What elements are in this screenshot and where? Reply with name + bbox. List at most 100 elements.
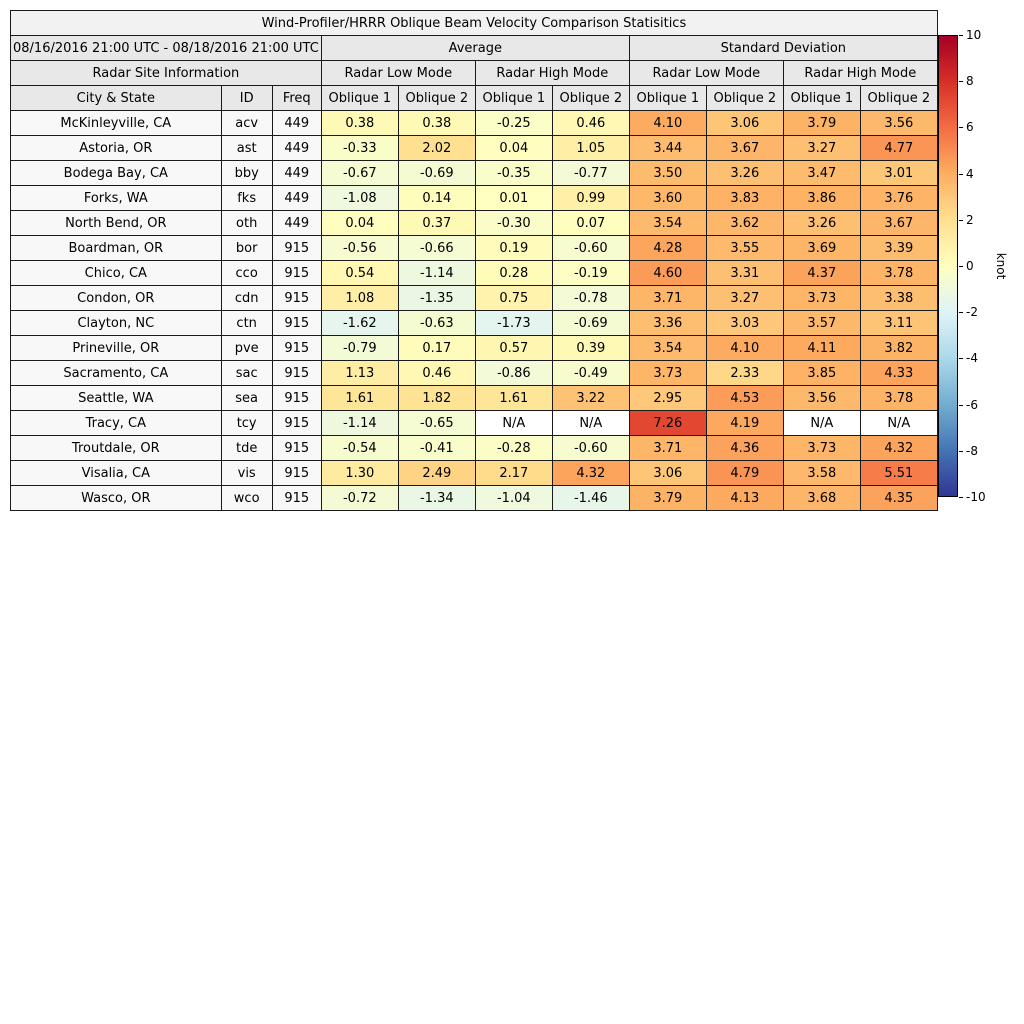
value-cell: 4.11 [782, 335, 861, 361]
freq-cell: 915 [271, 285, 322, 311]
colorbar-tickmark [959, 450, 963, 452]
value-cell: 3.50 [628, 160, 707, 186]
value-cell: N/A [551, 410, 630, 436]
value-cell: 3.85 [782, 360, 861, 386]
title-row: Wind-Profiler/HRRR Oblique Beam Velocity… [10, 10, 938, 36]
value-cell: -0.30 [474, 210, 553, 236]
value-cell: 0.19 [474, 235, 553, 261]
value-cell: -1.73 [474, 310, 553, 336]
value-cell: 3.31 [705, 260, 784, 286]
city-cell: Wasco, OR [10, 485, 222, 511]
value-cell: -0.35 [474, 160, 553, 186]
value-cell: 3.68 [782, 485, 861, 511]
value-cell: 3.11 [859, 310, 938, 336]
value-cell: -0.86 [474, 360, 553, 386]
value-cell: 4.10 [705, 335, 784, 361]
value-cell: -1.14 [320, 410, 399, 436]
value-cell: 3.76 [859, 185, 938, 211]
value-cell: 4.28 [628, 235, 707, 261]
table-row: McKinleyville, CA acv 449 0.38 0.38 -0.25 0.46… [10, 110, 938, 136]
colorbar-tickmark [959, 312, 963, 314]
table-row: Clayton, NC ctn 915 -1.62 -0.63 -1.73 -0.69 3.3… [10, 310, 938, 336]
colorbar-tick-label: -4 [966, 351, 978, 366]
value-cell: 3.44 [628, 135, 707, 161]
value-cell: 3.60 [628, 185, 707, 211]
col-header-std-high-oblique1: Oblique 1 [782, 85, 861, 111]
value-cell: 3.54 [628, 210, 707, 236]
freq-cell: 449 [271, 160, 322, 186]
colorbar-tick-label: -8 [966, 443, 978, 458]
site-id-cell: sea [220, 385, 273, 411]
value-cell: 3.79 [628, 485, 707, 511]
value-cell: 0.17 [397, 335, 476, 361]
value-cell: -1.08 [320, 185, 399, 211]
value-cell: 4.33 [859, 360, 938, 386]
freq-cell: 915 [271, 310, 322, 336]
value-cell: -1.04 [474, 485, 553, 511]
value-cell: 4.32 [859, 435, 938, 461]
col-header-avg-low-oblique1: Oblique 1 [320, 85, 399, 111]
table-row: Astoria, OR ast 449 -0.33 2.02 0.04 1.05 3.44 3.… [10, 135, 938, 161]
site-id-cell: bor [220, 235, 273, 261]
value-cell: 1.82 [397, 385, 476, 411]
value-cell: -0.69 [397, 160, 476, 186]
colorbar-tick-label: -6 [966, 397, 978, 412]
value-cell: 4.53 [705, 385, 784, 411]
value-cell: 3.71 [628, 435, 707, 461]
colorbar-tick-label: 0 [966, 259, 974, 273]
value-cell: 0.37 [397, 210, 476, 236]
value-cell: 3.78 [859, 260, 938, 286]
city-cell: Visalia, CA [10, 460, 222, 486]
colorbar-tickmark [959, 358, 963, 360]
value-cell: -0.19 [551, 260, 630, 286]
value-cell: 0.46 [397, 360, 476, 386]
table-row: Seattle, WA sea 915 1.61 1.82 1.61 3.22 2.95 4.5… [10, 385, 938, 411]
freq-cell: 915 [271, 385, 322, 411]
city-cell: Bodega Bay, CA [10, 160, 222, 186]
value-cell: 3.06 [705, 110, 784, 136]
value-cell: -0.66 [397, 235, 476, 261]
col-header-std-low-oblique2: Oblique 2 [705, 85, 784, 111]
colorbar-tickmark [959, 35, 963, 36]
value-cell: 3.71 [628, 285, 707, 311]
site-id-cell: cco [220, 260, 273, 286]
table-row: Condon, OR cdn 915 1.08 -1.35 0.75 -0.78 3.71 3.… [10, 285, 938, 311]
value-cell: 4.37 [782, 260, 861, 286]
site-id-cell: pve [220, 335, 273, 361]
freq-cell: 449 [271, 135, 322, 161]
city-cell: Astoria, OR [10, 135, 222, 161]
value-cell: N/A [782, 410, 861, 436]
group-header-row: 08/16/2016 21:00 UTC - 08/18/2016 21:00 … [10, 35, 938, 61]
site-id-cell: sac [220, 360, 273, 386]
col-header-avg-high-oblique2: Oblique 2 [551, 85, 630, 111]
value-cell: -0.78 [551, 285, 630, 311]
colorbar-tick-label: -10 [966, 490, 986, 504]
value-cell: -0.72 [320, 485, 399, 511]
table-row: Sacramento, CA sac 915 1.13 0.46 -0.86 -0.49 3.… [10, 360, 938, 386]
value-cell: 0.38 [320, 110, 399, 136]
value-cell: 3.38 [859, 285, 938, 311]
value-cell: 3.39 [859, 235, 938, 261]
value-cell: 3.73 [782, 285, 861, 311]
city-cell: Forks, WA [10, 185, 222, 211]
table-row: North Bend, OR oth 449 0.04 0.37 -0.30 0.07 3.5… [10, 210, 938, 236]
table-row: Visalia, CA vis 915 1.30 2.49 2.17 4.32 3.06 4.7… [10, 460, 938, 486]
value-cell: 1.30 [320, 460, 399, 486]
col-header-id: ID [220, 85, 273, 111]
value-cell: 3.73 [782, 435, 861, 461]
colorbar-tickmark [959, 127, 963, 129]
site-id-cell: cdn [220, 285, 273, 311]
city-cell: North Bend, OR [10, 210, 222, 236]
site-id-cell: tcy [220, 410, 273, 436]
value-cell: -0.63 [397, 310, 476, 336]
freq-cell: 915 [271, 235, 322, 261]
city-cell: Prineville, OR [10, 335, 222, 361]
value-cell: 3.36 [628, 310, 707, 336]
value-cell: 0.46 [551, 110, 630, 136]
value-cell: -1.46 [551, 485, 630, 511]
stats-table: Wind-Profiler/HRRR Oblique Beam Velocity… [10, 10, 938, 511]
value-cell: 4.60 [628, 260, 707, 286]
freq-cell: 915 [271, 360, 322, 386]
colorbar-tick-label: 8 [966, 74, 974, 89]
